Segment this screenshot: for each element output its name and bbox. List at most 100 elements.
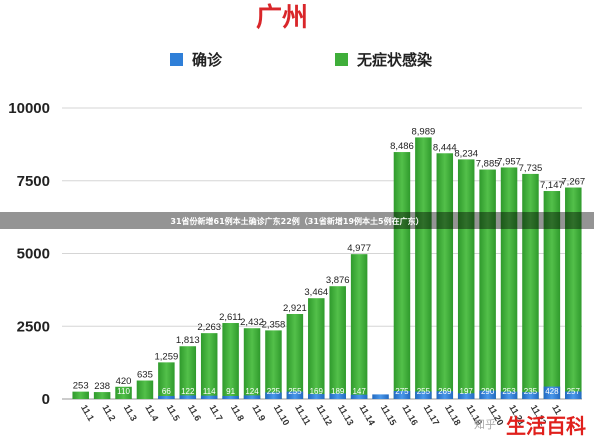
bar-asymptomatic — [350, 254, 368, 399]
data-label-asymptomatic: 2,358 — [262, 319, 286, 330]
data-label-asymptomatic: 8,234 — [454, 148, 478, 159]
x-tick-label: 11.5 — [165, 403, 182, 423]
watermark-text: 知乎 — [474, 417, 496, 431]
data-label-confirmed: 253 — [502, 387, 516, 396]
bar-confirmed — [243, 395, 261, 399]
bar-confirmed — [350, 394, 368, 399]
bar-confirmed — [222, 396, 239, 399]
data-label-asymptomatic: 7,267 — [561, 177, 585, 188]
data-label-confirmed: 147 — [352, 387, 366, 396]
bar-asymptomatic — [158, 362, 175, 399]
bar-confirmed — [479, 390, 496, 399]
x-tick-label: 11 — [550, 403, 563, 416]
data-label-confirmed: 110 — [117, 387, 130, 396]
bar-asymptomatic — [436, 153, 454, 399]
y-tick-label: 0 — [42, 391, 50, 408]
data-label-asymptomatic: 8,989 — [411, 126, 435, 137]
bar-asymptomatic — [93, 392, 111, 399]
data-label-asymptomatic: 2,263 — [197, 322, 221, 333]
bar-asymptomatic — [243, 328, 261, 399]
y-tick-label: 10000 — [8, 100, 50, 117]
bar-confirmed — [179, 395, 197, 399]
legend-swatch-confirmed — [170, 53, 183, 66]
y-tick-label: 2500 — [17, 318, 50, 335]
data-label-asymptomatic: 2,611 — [219, 312, 242, 323]
legend: 确诊 无症状感染 — [170, 51, 433, 69]
x-tick-label: 11.9 — [250, 403, 267, 423]
bar-asymptomatic — [72, 391, 89, 399]
x-tick-label: 11.3 — [122, 403, 139, 423]
bar-asymptomatic — [415, 137, 432, 399]
data-label-confirmed: 225 — [267, 387, 281, 396]
data-label-confirmed: 66 — [162, 387, 171, 396]
bar-confirmed — [265, 392, 282, 399]
bar-asymptomatic — [329, 286, 346, 399]
data-label-asymptomatic: 7,147 — [540, 180, 564, 191]
x-tick-label: 11.18 — [443, 403, 463, 427]
bar-asymptomatic — [522, 173, 539, 399]
bar-confirmed — [457, 393, 475, 399]
x-tick-label: 11.17 — [422, 403, 442, 427]
data-label-asymptomatic: 3,876 — [326, 275, 350, 286]
bar-confirmed — [436, 391, 454, 399]
data-label-confirmed: 257 — [567, 387, 581, 396]
bar-confirmed — [308, 394, 325, 399]
data-label-asymptomatic: 7,957 — [497, 156, 521, 167]
x-tick-label: 11.16 — [400, 403, 420, 427]
data-label-confirmed: 269 — [438, 387, 452, 396]
data-label-asymptomatic: 4,977 — [347, 243, 371, 254]
logo-text: 生活百科 — [506, 414, 586, 438]
bars — [72, 137, 582, 399]
data-label-confirmed: 290 — [481, 387, 495, 396]
bar-asymptomatic — [200, 333, 218, 399]
data-label-asymptomatic: 420 — [116, 376, 132, 387]
data-label-asymptomatic: 7,735 — [519, 163, 543, 174]
y-tick-label: 5000 — [17, 246, 50, 263]
data-label-asymptomatic: 1,813 — [176, 335, 200, 346]
bar-confirmed — [200, 395, 218, 399]
x-tick-label: 11.4 — [143, 403, 160, 423]
x-tick-label: 11.8 — [229, 403, 246, 423]
bar-asymptomatic — [286, 313, 304, 399]
x-tick-label: 11.14 — [357, 403, 377, 427]
data-label-confirmed: 122 — [181, 387, 195, 396]
bar-confirmed — [522, 392, 539, 399]
x-tick-label: 11.12 — [315, 403, 335, 427]
bar-asymptomatic — [265, 330, 282, 399]
data-label-asymptomatic: 8,444 — [433, 142, 457, 153]
data-label-confirmed: 158 — [374, 387, 388, 396]
data-label-asymptomatic: 2,921 — [283, 303, 307, 314]
data-label-asymptomatic: 238 — [94, 381, 110, 392]
bar-confirmed — [500, 391, 518, 399]
y-axis: 0 2500 5000 7500 10000 — [8, 100, 50, 408]
bar-confirmed — [158, 396, 175, 399]
chart-title: 广州 — [256, 3, 308, 33]
bar-asymptomatic — [115, 386, 132, 399]
data-label-confirmed: 114 — [203, 387, 216, 396]
bar-asymptomatic — [179, 346, 197, 399]
data-label-asymptomatic: 3,464 — [304, 287, 328, 298]
data-label-confirmed: 197 — [460, 387, 474, 396]
bar-asymptomatic — [500, 167, 518, 399]
bar-confirmed — [565, 391, 582, 399]
data-label-asymptomatic: 253 — [73, 381, 89, 392]
bar-asymptomatic — [222, 323, 239, 399]
legend-swatch-asymptomatic — [335, 53, 348, 66]
bar-confirmed — [415, 391, 432, 399]
data-label-confirmed: 235 — [524, 387, 538, 396]
y-tick-label: 7500 — [17, 173, 50, 190]
x-tick-label: 11.11 — [293, 403, 312, 427]
legend-label-asymptomatic: 无症状感染 — [356, 51, 433, 69]
bar-asymptomatic — [479, 169, 496, 399]
x-tick-label: 11.6 — [186, 403, 203, 423]
bar-asymptomatic — [136, 380, 154, 399]
data-label-confirmed: 189 — [331, 387, 345, 396]
bar-asymptomatic — [308, 298, 325, 399]
x-tick-label: 11.1 — [79, 403, 96, 423]
banner-background — [0, 212, 594, 229]
data-label-asymptomatic: 1,259 — [154, 351, 178, 362]
data-label-confirmed: 428 — [545, 387, 559, 396]
legend-label-confirmed: 确诊 — [192, 51, 223, 69]
